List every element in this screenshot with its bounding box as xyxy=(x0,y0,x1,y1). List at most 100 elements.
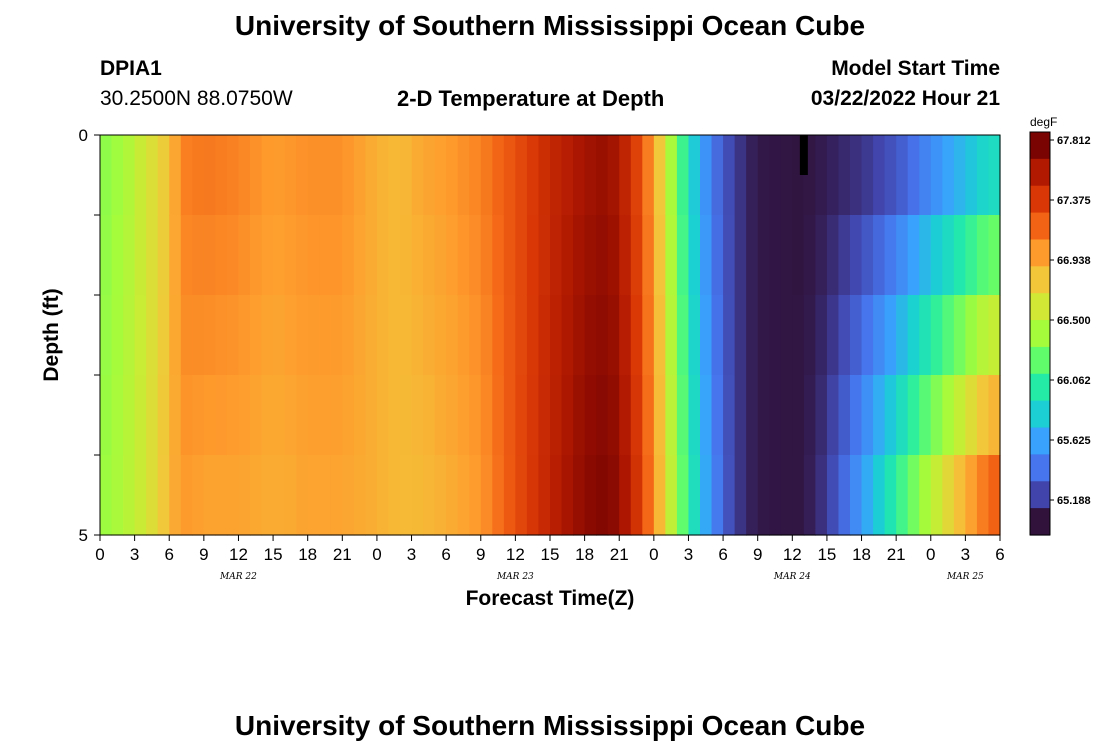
heatmap-cell xyxy=(503,135,516,216)
heatmap-cell xyxy=(630,215,643,296)
heatmap-cell xyxy=(953,375,966,456)
heatmap-cell xyxy=(353,455,366,536)
heatmap-cell xyxy=(965,375,978,456)
heatmap-cell xyxy=(907,375,920,456)
heatmap-cell xyxy=(307,295,320,376)
heatmap-cell xyxy=(723,135,736,216)
heatmap-cell xyxy=(538,375,551,456)
heatmap-cell xyxy=(434,215,447,296)
heatmap-cell xyxy=(792,215,805,296)
heatmap-cell xyxy=(538,455,551,536)
heatmap-cell xyxy=(180,295,193,376)
colorbar-tick-label: 66.500 xyxy=(1057,315,1091,327)
heatmap-cell xyxy=(238,455,251,536)
heatmap-cell xyxy=(296,455,309,536)
heatmap-cell xyxy=(746,215,759,296)
heatmap-cell xyxy=(169,375,182,456)
heatmap-cell xyxy=(838,135,851,216)
heatmap-cell xyxy=(561,295,574,376)
colorbar-tick-label: 67.375 xyxy=(1057,195,1091,207)
colorbar-segment xyxy=(1030,239,1050,267)
heatmap-cell xyxy=(226,455,240,536)
heatmap-cell xyxy=(457,455,470,536)
heatmap-cell xyxy=(965,455,978,536)
heatmap-cell xyxy=(676,295,690,376)
heatmap-cell xyxy=(423,375,436,456)
heatmap-cell xyxy=(515,215,528,296)
heatmap-cell xyxy=(942,295,955,376)
x-tick-label: 3 xyxy=(684,545,693,564)
colorbar-segment xyxy=(1030,481,1050,509)
heatmap-cell xyxy=(446,295,459,376)
heatmap-cell xyxy=(607,375,620,456)
heatmap-cell xyxy=(815,135,828,216)
heatmap-cell xyxy=(930,455,943,536)
missing-data-marker xyxy=(799,135,808,175)
heatmap-cell xyxy=(515,135,528,216)
heatmap-cell xyxy=(642,295,655,376)
heatmap-cell xyxy=(273,295,286,376)
heatmap-cell xyxy=(284,295,297,376)
date-label: MAR 23 xyxy=(496,572,534,582)
heatmap-cell xyxy=(423,135,436,216)
heatmap-cell xyxy=(273,455,286,536)
heatmap-cell xyxy=(688,135,701,216)
heatmap-cell xyxy=(896,295,909,376)
heatmap-cell xyxy=(100,135,113,216)
heatmap-cell xyxy=(907,295,920,376)
heatmap-cell xyxy=(757,295,770,376)
heatmap-cell xyxy=(111,135,124,216)
heatmap-cell xyxy=(388,295,401,376)
heatmap-cell xyxy=(353,375,366,456)
heatmap-cell xyxy=(561,455,574,536)
heatmap-cell xyxy=(700,455,713,536)
x-tick-label: 15 xyxy=(541,545,560,564)
heatmap-cell xyxy=(215,135,228,216)
heatmap-cell xyxy=(769,455,782,536)
heatmap-cell xyxy=(203,295,216,376)
heatmap-cell xyxy=(388,455,401,536)
heatmap-cell xyxy=(838,455,851,536)
heatmap-cell xyxy=(307,215,320,296)
heatmap-cell xyxy=(746,375,759,456)
chart-subtitle: 2-D Temperature at Depth xyxy=(397,86,665,111)
heatmap-cell xyxy=(676,215,690,296)
heatmap-cell xyxy=(134,375,147,456)
heatmap-cell xyxy=(307,135,320,216)
heatmap-cell xyxy=(700,215,713,296)
heatmap-cell xyxy=(596,215,609,296)
heatmap-cell xyxy=(734,455,747,536)
date-label: MAR 25 xyxy=(946,572,984,582)
heatmap-cell xyxy=(492,455,505,536)
heatmap-cell xyxy=(803,295,816,376)
heatmap-cell xyxy=(653,135,666,216)
x-tick-label: 21 xyxy=(333,545,352,564)
heatmap-cell xyxy=(700,375,713,456)
colorbar-segment xyxy=(1030,293,1050,321)
heatmap-cell xyxy=(388,375,401,456)
heatmap-cell xyxy=(169,215,182,296)
colorbar-segment xyxy=(1030,346,1050,375)
heatmap-cell xyxy=(607,135,620,216)
station-id: DPIA1 xyxy=(100,57,162,80)
heatmap-cell xyxy=(711,215,724,296)
heatmap-cell xyxy=(873,295,886,376)
colorbar-segment xyxy=(1030,508,1050,536)
heatmap-cell xyxy=(584,295,597,376)
heatmap-cell xyxy=(792,295,805,376)
colorbar-frame xyxy=(1029,131,1051,536)
heatmap-cell xyxy=(723,215,736,296)
heatmap-cell xyxy=(861,375,874,456)
heatmap-cell xyxy=(665,135,678,216)
x-tick-label: 12 xyxy=(783,545,802,564)
heatmap-cell xyxy=(942,215,955,296)
heatmap-cell xyxy=(284,375,297,456)
heatmap-cell xyxy=(746,135,759,216)
footer-title: University of Southern Mississippi Ocean… xyxy=(234,710,866,741)
heatmap-cell xyxy=(688,295,701,376)
date-label: MAR 22 xyxy=(219,572,257,582)
heatmap-cell xyxy=(573,375,586,456)
heatmap-cell xyxy=(873,455,886,536)
heatmap-cell xyxy=(503,375,516,456)
heatmap-cell xyxy=(400,455,413,536)
